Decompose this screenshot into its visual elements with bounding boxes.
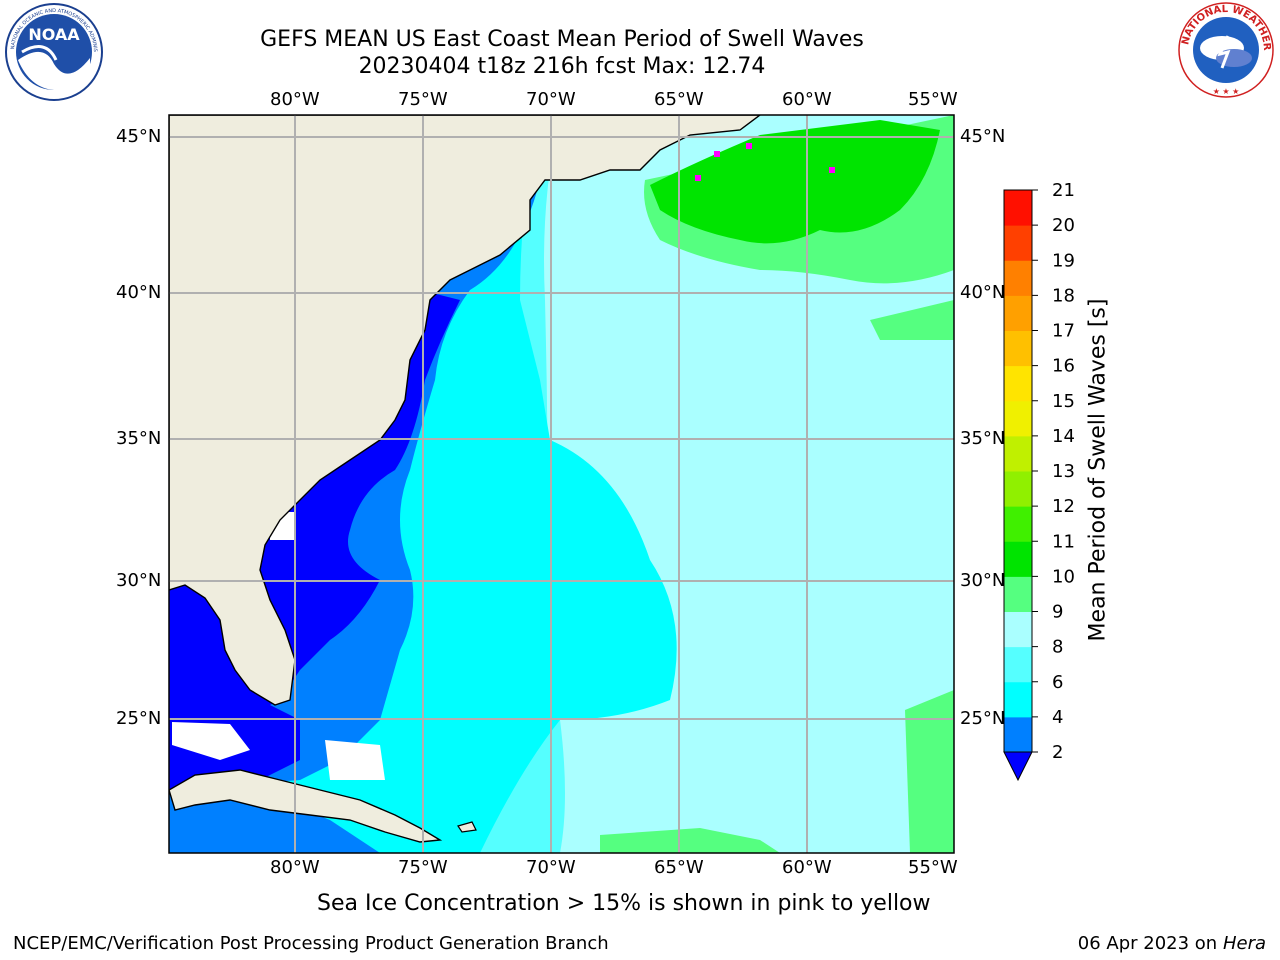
svg-text:NOAA: NOAA xyxy=(28,25,80,44)
colorbar-tick-label: 2 xyxy=(1052,742,1063,763)
lon-label-top: 65°W xyxy=(654,89,704,110)
colorbar-segment xyxy=(1004,681,1032,718)
noaa-logo: NOAA NATIONAL OCEANIC AND ATMOSPHERIC AD… xyxy=(4,2,103,101)
colorbar-tick-label: 18 xyxy=(1052,285,1075,306)
sea-ice-note: Sea Ice Concentration > 15% is shown in … xyxy=(317,891,931,916)
lat-label-right: 40°N xyxy=(960,282,1006,303)
svg-text:★ ★ ★: ★ ★ ★ xyxy=(1213,87,1240,96)
nws-logo: NATIONAL WEATHER SERVICE ★ ★ ★ xyxy=(1176,0,1274,98)
colorbar-tick-label: 20 xyxy=(1052,215,1075,236)
colorbar-segment xyxy=(1004,576,1032,612)
lat-label-left: 25°N xyxy=(116,708,162,729)
map-frame xyxy=(168,114,955,854)
lat-label-right: 35°N xyxy=(960,428,1006,449)
chart-title: GEFS MEAN US East Coast Mean Period of S… xyxy=(260,27,864,52)
colorbar-tick-label: 15 xyxy=(1052,391,1075,412)
colorbar-tick-label: 12 xyxy=(1052,496,1075,517)
lon-label-top: 60°W xyxy=(782,89,832,110)
map-area xyxy=(169,115,954,853)
footer-host: Hera xyxy=(1222,933,1266,954)
colorbar-tick-label: 11 xyxy=(1052,531,1075,552)
colorbar-tick-label: 16 xyxy=(1052,356,1075,377)
footer-date-text: 06 Apr 2023 on xyxy=(1077,933,1218,954)
colorbar-segment xyxy=(1004,190,1032,226)
colorbar-segment xyxy=(1004,260,1032,296)
colorbar-tick-label: 8 xyxy=(1052,637,1063,658)
colorbar-segment xyxy=(1004,225,1032,261)
colorbar-segment xyxy=(1004,541,1032,577)
colorbar: 2 4 6 8 9 10 11 12 13 14 15 16 17 18 19 20 21 xyxy=(1003,180,1075,782)
colorbar-tick-label: 19 xyxy=(1052,250,1075,271)
colorbar-segment xyxy=(1004,365,1032,402)
footer-credit: NCEP/EMC/Verification Post Processing Pr… xyxy=(13,933,609,954)
swell-band-10-11 xyxy=(650,120,940,244)
colorbar-segment xyxy=(1004,295,1032,331)
footer-date: 06 Apr 2023 on Hera xyxy=(1078,933,1266,954)
colorbar-tick-label: 17 xyxy=(1052,321,1075,342)
lon-label-bottom: 80°W xyxy=(270,857,320,878)
colorbar-tick-label: 13 xyxy=(1052,461,1075,482)
land-cuba xyxy=(169,769,443,843)
lon-label-top: 75°W xyxy=(398,89,448,110)
lon-label-bottom: 60°W xyxy=(782,857,832,878)
colorbar-segment xyxy=(1004,611,1032,648)
lat-label-right: 45°N xyxy=(960,126,1006,147)
lat-label-left: 30°N xyxy=(116,570,162,591)
lat-label-left: 35°N xyxy=(116,428,162,449)
colorbar-title: Mean Period of Swell Waves [s] xyxy=(1085,298,1111,642)
lon-label-top: 80°W xyxy=(270,89,320,110)
lon-label-top: 70°W xyxy=(526,89,576,110)
colorbar-tick-label: 14 xyxy=(1052,426,1075,447)
lat-label-right: 30°N xyxy=(960,570,1006,591)
lon-label-top: 55°W xyxy=(908,89,958,110)
colorbar-tick-label: 4 xyxy=(1052,707,1063,728)
colorbar-tick-label: 6 xyxy=(1052,672,1063,693)
colorbar-segment xyxy=(1004,471,1032,507)
lat-label-left: 45°N xyxy=(116,126,162,147)
lon-label-bottom: 65°W xyxy=(654,857,704,878)
colorbar-segment xyxy=(1004,646,1032,683)
lon-label-bottom: 75°W xyxy=(398,857,448,878)
grid xyxy=(169,115,954,853)
colorbar-segment xyxy=(1004,400,1032,437)
lon-label-bottom: 55°W xyxy=(908,857,958,878)
colorbar-segment xyxy=(1004,435,1032,472)
colorbar-tick-label: 21 xyxy=(1052,180,1075,201)
colorbar-tick-label: 9 xyxy=(1052,602,1063,623)
lon-label-bottom: 70°W xyxy=(526,857,576,878)
colorbar-segment xyxy=(1004,330,1032,367)
lat-label-left: 40°N xyxy=(116,282,162,303)
colorbar-segment xyxy=(1004,506,1032,542)
chart-subtitle: 20230404 t18z 216h fcst Max: 12.74 xyxy=(358,54,766,79)
colorbar-tick-label: 10 xyxy=(1052,566,1075,587)
lat-label-right: 25°N xyxy=(960,708,1006,729)
colorbar-extend xyxy=(1003,751,1033,782)
colorbar-segment xyxy=(1004,716,1032,753)
